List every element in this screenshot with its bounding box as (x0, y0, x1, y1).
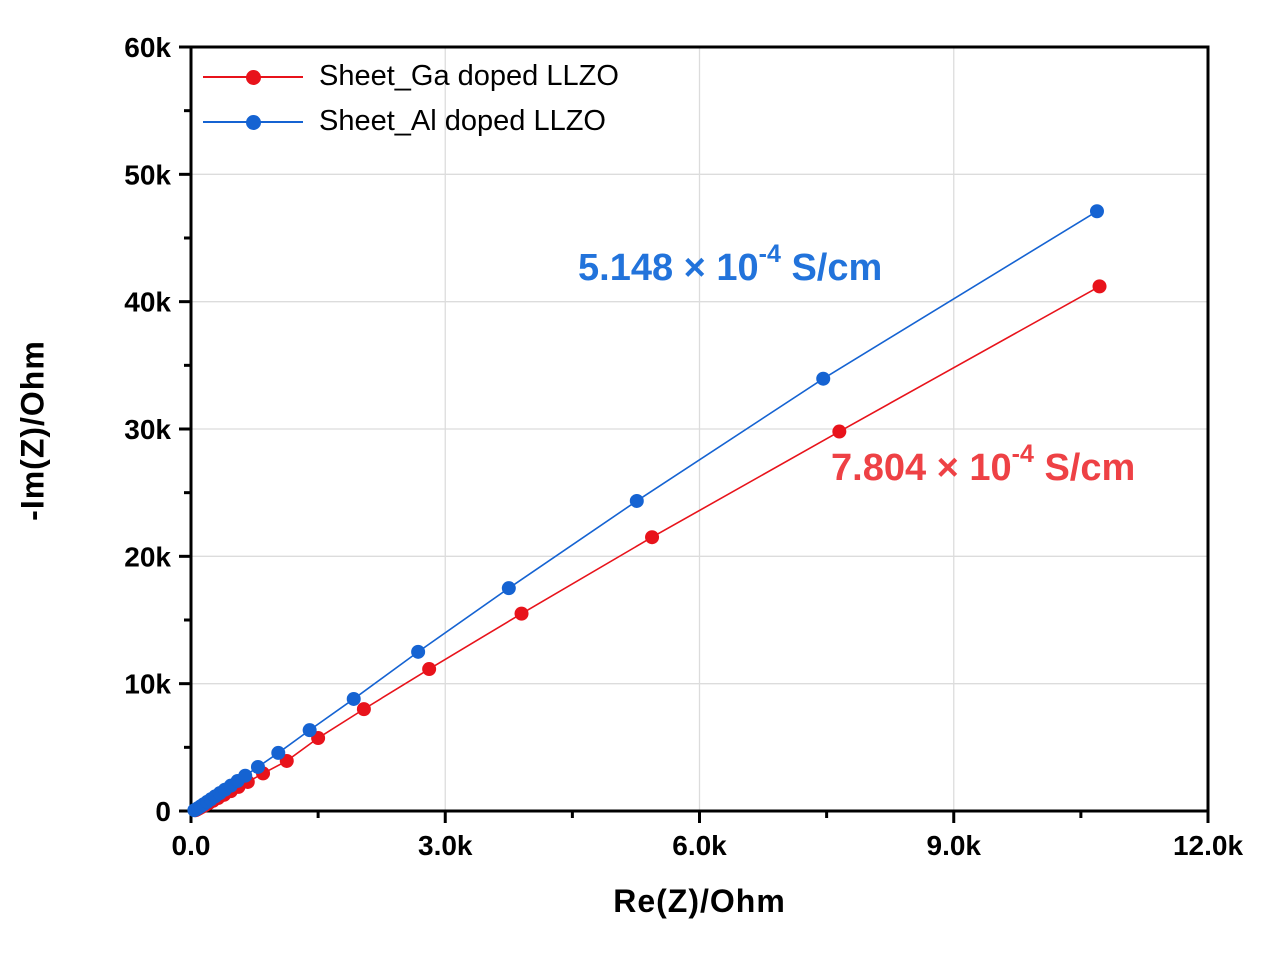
annotation-unit: S/cm (780, 247, 883, 289)
y-axis-title: -Im(Z)/Ohm (14, 340, 51, 521)
svg-text:9.0k: 9.0k (927, 830, 982, 861)
legend-marker-ga (203, 69, 303, 85)
svg-text:12.0k: 12.0k (1173, 830, 1243, 861)
svg-text:0: 0 (155, 796, 171, 827)
legend-marker-al (203, 114, 303, 130)
legend-dot-icon (246, 69, 261, 85)
annotation-exponent: -4 (1011, 440, 1034, 468)
legend-label: Sheet_Ga doped LLZO (319, 60, 619, 92)
annotation-unit: S/cm (1033, 447, 1136, 489)
annotation-exponent: -4 (758, 240, 781, 268)
svg-text:3.0k: 3.0k (418, 830, 473, 861)
svg-text:20k: 20k (124, 541, 171, 572)
annotation-text: 5.148 × 10 (578, 247, 759, 289)
svg-text:6.0k: 6.0k (672, 830, 727, 861)
conductivity-annotation-al: 5.148 × 10-4 S/cm (578, 240, 882, 290)
svg-text:40k: 40k (124, 287, 171, 318)
conductivity-annotation-ga: 7.804 × 10-4 S/cm (831, 440, 1135, 490)
legend: Sheet_Ga doped LLZO Sheet_Al doped LLZO (203, 54, 619, 144)
legend-item-al-doped: Sheet_Al doped LLZO (203, 99, 619, 144)
svg-text:0.0: 0.0 (172, 830, 211, 861)
svg-text:30k: 30k (124, 414, 171, 445)
legend-dot-icon (246, 114, 261, 130)
svg-text:50k: 50k (124, 159, 171, 190)
svg-text:10k: 10k (124, 669, 171, 700)
x-axis-title: Re(Z)/Ohm (613, 883, 786, 919)
annotation-text: 7.804 × 10 (831, 447, 1012, 489)
legend-item-ga-doped: Sheet_Ga doped LLZO (203, 54, 619, 99)
svg-text:60k: 60k (124, 32, 171, 63)
legend-label: Sheet_Al doped LLZO (319, 105, 606, 137)
